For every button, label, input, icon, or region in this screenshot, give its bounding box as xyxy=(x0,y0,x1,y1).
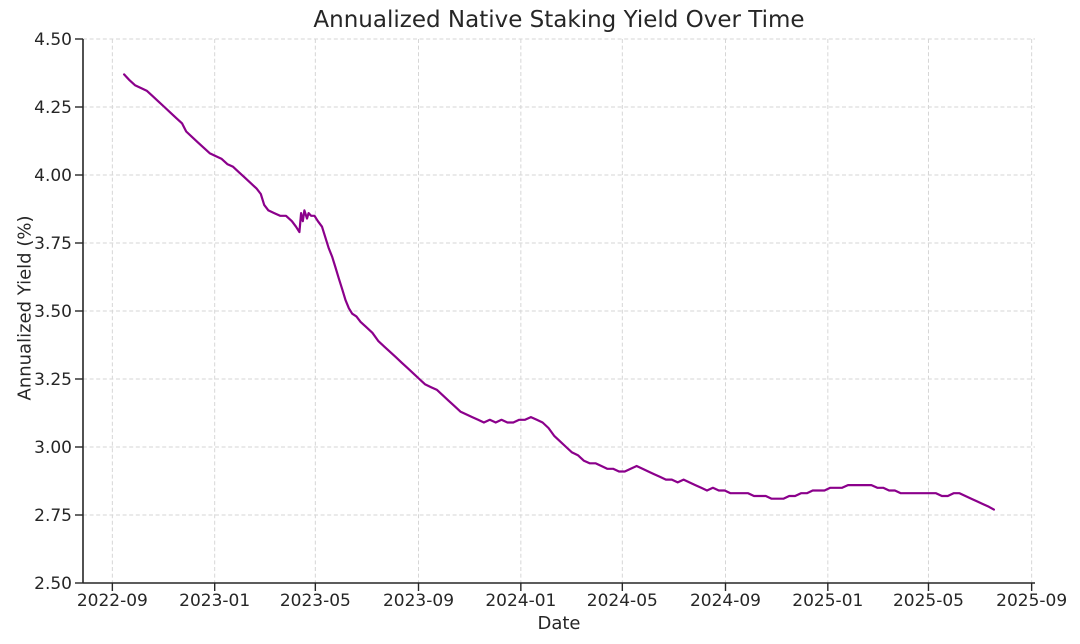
x-tick-label: 2025-01 xyxy=(792,591,863,611)
x-tick-label: 2025-09 xyxy=(996,591,1067,611)
y-tick-label: 3.50 xyxy=(34,302,72,322)
y-tick-label: 4.50 xyxy=(34,30,72,50)
x-tick-label: 2023-01 xyxy=(179,591,250,611)
y-tick-label: 2.75 xyxy=(34,506,72,526)
x-tick-label: 2024-09 xyxy=(690,591,761,611)
y-tick-label: 4.00 xyxy=(34,166,72,186)
y-tick-label: 4.25 xyxy=(34,98,72,118)
y-tick-label: 3.00 xyxy=(34,438,72,458)
y-tick-label: 2.50 xyxy=(34,574,72,594)
x-tick-label: 2022-09 xyxy=(77,591,148,611)
x-tick-label: 2023-05 xyxy=(280,591,351,611)
yield-line xyxy=(122,73,996,511)
y-tick-label: 3.75 xyxy=(34,234,72,254)
x-tick-label: 2025-05 xyxy=(893,591,964,611)
x-tick-label: 2024-05 xyxy=(587,591,658,611)
y-tick-label: 3.25 xyxy=(34,370,72,390)
x-axis-label: Date xyxy=(537,613,581,634)
chart-title: Annualized Native Staking Yield Over Tim… xyxy=(313,7,805,33)
x-tick-label: 2023-09 xyxy=(383,591,454,611)
x-tick-label: 2024-01 xyxy=(485,591,556,611)
y-axis-label: Annualized Yield (%) xyxy=(14,215,36,401)
